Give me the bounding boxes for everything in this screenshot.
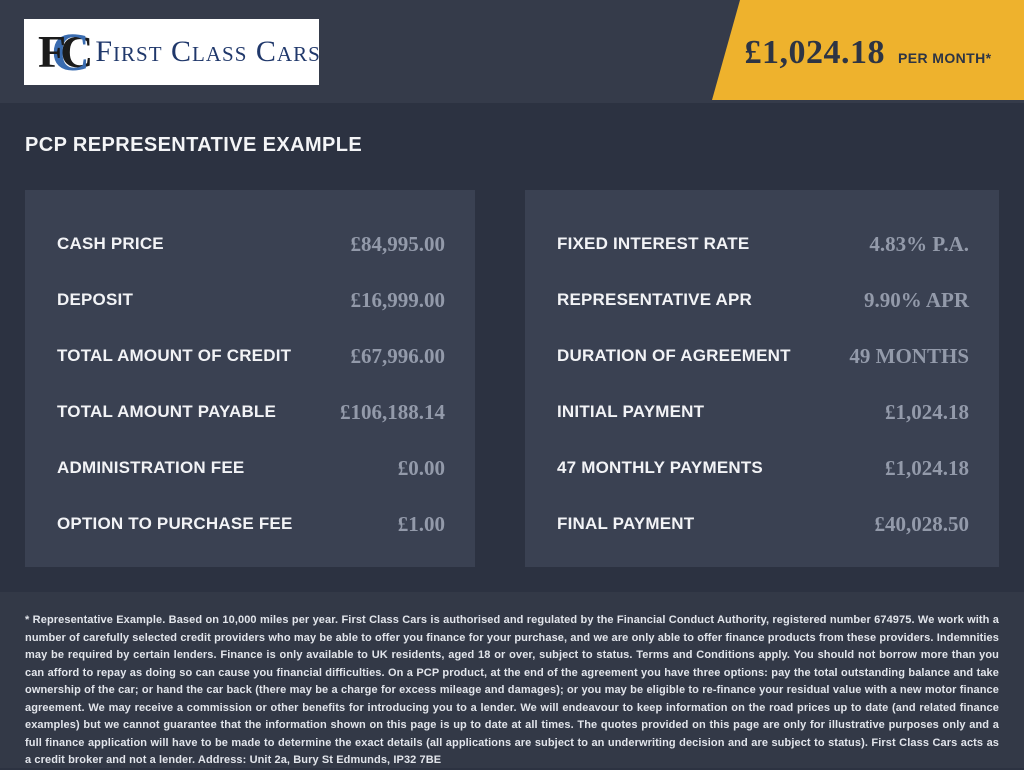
finance-value: £16,999.00 bbox=[350, 287, 446, 312]
monthly-price-period: PER MONTH* bbox=[898, 50, 992, 66]
header-bar: F C C First Class Cars £1,024.18 PER MON… bbox=[0, 0, 1024, 103]
dealer-logo: F C C First Class Cars bbox=[24, 19, 321, 85]
finance-panel-left: CASH PRICE £84,995.00 DEPOSIT £16,999.00… bbox=[25, 190, 475, 567]
finance-label: REPRESENTATIVE APR bbox=[557, 290, 753, 309]
finance-label: ADMINISTRATION FEE bbox=[57, 458, 245, 477]
finance-row-initial-payment: INITIAL PAYMENT £1,024.18 bbox=[557, 384, 969, 440]
finance-value: £40,028.50 bbox=[874, 511, 970, 536]
finance-value: £0.00 bbox=[397, 455, 445, 480]
finance-value: 4.83% P.A. bbox=[869, 231, 969, 256]
finance-panels: CASH PRICE £84,995.00 DEPOSIT £16,999.00… bbox=[25, 190, 999, 567]
finance-row-duration: DURATION OF AGREEMENT 49 MONTHS bbox=[557, 328, 969, 384]
finance-row-total-payable: TOTAL AMOUNT PAYABLE £106,188.14 bbox=[57, 384, 445, 440]
finance-label: 47 MONTHLY PAYMENTS bbox=[557, 458, 763, 477]
finance-label: DURATION OF AGREEMENT bbox=[557, 346, 791, 365]
finance-label: TOTAL AMOUNT PAYABLE bbox=[57, 402, 277, 421]
monthly-price-banner: £1,024.18 PER MONTH* bbox=[712, 0, 1024, 100]
finance-row-cash-price: CASH PRICE £84,995.00 bbox=[57, 216, 445, 272]
finance-row-deposit: DEPOSIT £16,999.00 bbox=[57, 272, 445, 328]
finance-value: 9.90% APR bbox=[864, 287, 969, 312]
legal-disclaimer: * Representative Example. Based on 10,00… bbox=[25, 614, 999, 766]
finance-value: £1,024.18 bbox=[885, 399, 969, 424]
finance-row-final-payment: FINAL PAYMENT £40,028.50 bbox=[557, 496, 969, 552]
finance-row-admin-fee: ADMINISTRATION FEE £0.00 bbox=[57, 440, 445, 496]
finance-value: £1.00 bbox=[397, 511, 445, 536]
finance-value: £106,188.14 bbox=[340, 399, 445, 424]
finance-row-monthly-payments: 47 MONTHLY PAYMENTS £1,024.18 bbox=[557, 440, 969, 496]
finance-label: INITIAL PAYMENT bbox=[557, 402, 705, 421]
finance-label: FIXED INTEREST RATE bbox=[557, 234, 750, 253]
monogram-letter-f: F bbox=[38, 26, 67, 77]
finance-label: TOTAL AMOUNT OF CREDIT bbox=[57, 346, 292, 365]
finance-row-option-to-purchase-fee: OPTION TO PURCHASE FEE £1.00 bbox=[57, 496, 445, 552]
fcc-monogram-icon: F C C bbox=[38, 25, 93, 79]
finance-row-total-credit: TOTAL AMOUNT OF CREDIT £67,996.00 bbox=[57, 328, 445, 384]
finance-value: £1,024.18 bbox=[885, 455, 969, 480]
finance-row-representative-apr: REPRESENTATIVE APR 9.90% APR bbox=[557, 272, 969, 328]
finance-label: CASH PRICE bbox=[57, 234, 164, 253]
monogram-letter-c2: C bbox=[60, 26, 94, 77]
finance-row-fixed-interest-rate: FIXED INTEREST RATE 4.83% P.A. bbox=[557, 216, 969, 272]
finance-label: OPTION TO PURCHASE FEE bbox=[57, 514, 293, 533]
finance-value: £67,996.00 bbox=[350, 343, 446, 368]
page-title: PCP REPRESENTATIVE EXAMPLE bbox=[25, 134, 363, 156]
monogram-letter-c1: C bbox=[51, 22, 91, 82]
finance-value: 49 MONTHS bbox=[849, 343, 969, 368]
finance-label: DEPOSIT bbox=[57, 290, 134, 309]
finance-panel-right: FIXED INTEREST RATE 4.83% P.A. REPRESENT… bbox=[525, 190, 999, 567]
footer-bar: * Representative Example. Based on 10,00… bbox=[0, 592, 1024, 768]
dealer-name: First Class Cars bbox=[95, 35, 321, 68]
monthly-price-amount: £1,024.18 bbox=[744, 34, 886, 71]
finance-label: FINAL PAYMENT bbox=[557, 514, 695, 533]
finance-value: £84,995.00 bbox=[350, 231, 446, 256]
